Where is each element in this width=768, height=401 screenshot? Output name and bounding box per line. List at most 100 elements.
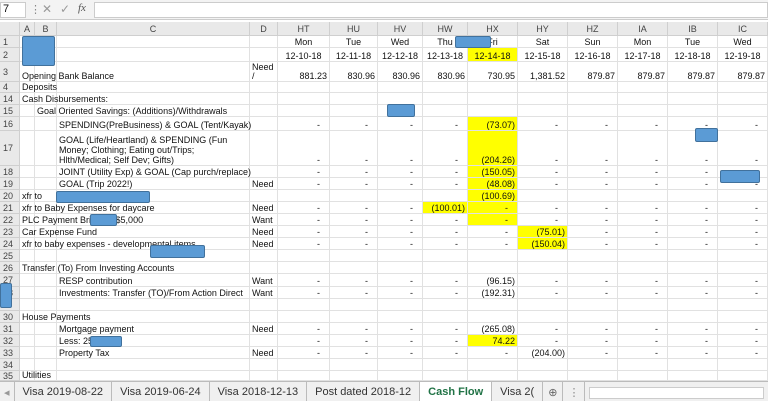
cell-value[interactable]: - bbox=[605, 348, 608, 358]
cell-value[interactable]: - bbox=[410, 203, 413, 213]
cell-value[interactable]: - bbox=[755, 215, 758, 225]
column-header[interactable]: HU bbox=[330, 22, 378, 36]
cell-value[interactable]: - bbox=[755, 179, 758, 189]
cell-value[interactable]: 830.96 bbox=[437, 71, 465, 81]
cell-value[interactable]: - bbox=[317, 239, 320, 249]
row-header[interactable]: 34 bbox=[0, 359, 20, 371]
cell-value[interactable]: - bbox=[365, 155, 368, 165]
cell-value[interactable]: - bbox=[410, 227, 413, 237]
cell-value[interactable]: - bbox=[455, 179, 458, 189]
cell-value[interactable]: - bbox=[365, 324, 368, 334]
cell-value[interactable]: - bbox=[455, 348, 458, 358]
cell-value[interactable]: - bbox=[605, 324, 608, 334]
cell-value[interactable]: - bbox=[655, 276, 658, 286]
cell-value[interactable]: - bbox=[705, 227, 708, 237]
cell-value[interactable]: - bbox=[365, 120, 368, 130]
cell-value[interactable]: - bbox=[455, 288, 458, 298]
cell-value[interactable]: - bbox=[317, 167, 320, 177]
cell-value[interactable]: - bbox=[410, 348, 413, 358]
row-header[interactable]: 30 bbox=[0, 311, 20, 323]
cell-value[interactable]: - bbox=[705, 239, 708, 249]
cell-value[interactable]: - bbox=[705, 167, 708, 177]
cell-value[interactable]: - bbox=[505, 215, 508, 225]
row-header[interactable]: 19 bbox=[0, 178, 20, 190]
cell-value[interactable]: - bbox=[410, 324, 413, 334]
cell-value[interactable]: (204.00) bbox=[531, 348, 565, 358]
cell-value[interactable]: 12-18-18 bbox=[674, 51, 711, 61]
cell-value[interactable]: - bbox=[705, 288, 708, 298]
row-header[interactable]: 22 bbox=[0, 214, 20, 226]
cell-value[interactable]: (204.26) bbox=[481, 155, 515, 165]
cell-value[interactable]: Thu bbox=[437, 37, 453, 47]
cell-value[interactable]: - bbox=[455, 120, 458, 130]
row-header[interactable]: 16 bbox=[0, 117, 20, 131]
cell-value[interactable]: - bbox=[705, 348, 708, 358]
cell-value[interactable]: Wed bbox=[733, 37, 752, 47]
cell-value[interactable]: - bbox=[365, 215, 368, 225]
cell-value[interactable]: (96.15) bbox=[486, 276, 515, 286]
cell-value[interactable]: - bbox=[655, 288, 658, 298]
cell-value[interactable]: - bbox=[317, 215, 320, 225]
cell-value[interactable]: - bbox=[655, 227, 658, 237]
cell-value[interactable]: - bbox=[317, 179, 320, 189]
cell-value[interactable]: - bbox=[317, 203, 320, 213]
menu-dots[interactable]: ⋮ bbox=[30, 4, 41, 16]
cancel-button[interactable]: ✕ bbox=[42, 2, 53, 16]
cell-value[interactable]: - bbox=[655, 179, 658, 189]
cell-value[interactable]: - bbox=[755, 227, 758, 237]
cell-value[interactable]: - bbox=[605, 336, 608, 346]
cell-value[interactable]: - bbox=[410, 167, 413, 177]
cell-value[interactable]: - bbox=[655, 324, 658, 334]
enter-button[interactable]: ✓ bbox=[60, 2, 71, 16]
cell-value[interactable]: 12-13-18 bbox=[426, 51, 464, 61]
cell-value[interactable]: - bbox=[555, 155, 558, 165]
cell-value[interactable]: - bbox=[555, 167, 558, 177]
cell-value[interactable]: - bbox=[455, 336, 458, 346]
cell-value[interactable]: 1,381.52 bbox=[529, 71, 565, 81]
cell-value[interactable]: - bbox=[555, 336, 558, 346]
column-header[interactable]: C bbox=[57, 22, 250, 36]
cell-value[interactable]: - bbox=[555, 179, 558, 189]
cell-value[interactable]: 12-17-18 bbox=[624, 51, 661, 61]
cell-value[interactable]: 879.87 bbox=[587, 71, 615, 81]
column-header[interactable]: HV bbox=[378, 22, 423, 36]
sheet-tab[interactable]: Visa 2( bbox=[492, 382, 544, 401]
cell-value[interactable]: - bbox=[655, 155, 658, 165]
cell-value[interactable]: (48.08) bbox=[486, 179, 515, 189]
cell-value[interactable]: - bbox=[317, 227, 320, 237]
row-header[interactable]: 23 bbox=[0, 226, 20, 238]
column-header[interactable]: HX bbox=[468, 22, 518, 36]
cell-value[interactable]: - bbox=[365, 288, 368, 298]
cell-value[interactable]: - bbox=[365, 167, 368, 177]
cell-value[interactable]: - bbox=[317, 348, 320, 358]
cell-value[interactable]: - bbox=[505, 239, 508, 249]
cell-value[interactable]: - bbox=[365, 203, 368, 213]
cell-value[interactable]: (150.05) bbox=[481, 167, 515, 177]
cell-value[interactable]: - bbox=[605, 239, 608, 249]
row-header[interactable]: 17 bbox=[0, 131, 20, 166]
cell-value[interactable]: - bbox=[605, 120, 608, 130]
cell-value[interactable]: - bbox=[317, 324, 320, 334]
cell-value[interactable]: 879.87 bbox=[737, 71, 765, 81]
name-box[interactable]: 7 bbox=[0, 2, 26, 18]
tab-scroll[interactable]: ◂ bbox=[0, 382, 15, 401]
cell-value[interactable]: 12-19-18 bbox=[724, 51, 761, 61]
cell-value[interactable]: - bbox=[705, 336, 708, 346]
add-sheet[interactable]: ⊕ bbox=[543, 382, 564, 401]
cell-value[interactable]: - bbox=[555, 203, 558, 213]
row-header[interactable]: 31 bbox=[0, 323, 20, 335]
cell-value[interactable]: 12-11-18 bbox=[335, 51, 372, 61]
cell-value[interactable]: Sat bbox=[535, 37, 550, 47]
cell-value[interactable]: - bbox=[410, 215, 413, 225]
sheet-tab[interactable]: Cash Flow bbox=[420, 382, 493, 401]
cell-value[interactable]: - bbox=[555, 324, 558, 334]
cell-value[interactable]: - bbox=[755, 120, 758, 130]
cell-value[interactable]: - bbox=[705, 120, 708, 130]
column-header[interactable]: A bbox=[20, 22, 35, 36]
cell-value[interactable]: 879.87 bbox=[637, 71, 665, 81]
cell-value[interactable]: - bbox=[605, 227, 608, 237]
cell-value[interactable]: - bbox=[555, 276, 558, 286]
scrollbar[interactable] bbox=[589, 387, 764, 399]
column-header[interactable]: HY bbox=[518, 22, 568, 36]
row-header[interactable]: 15 bbox=[0, 105, 20, 117]
